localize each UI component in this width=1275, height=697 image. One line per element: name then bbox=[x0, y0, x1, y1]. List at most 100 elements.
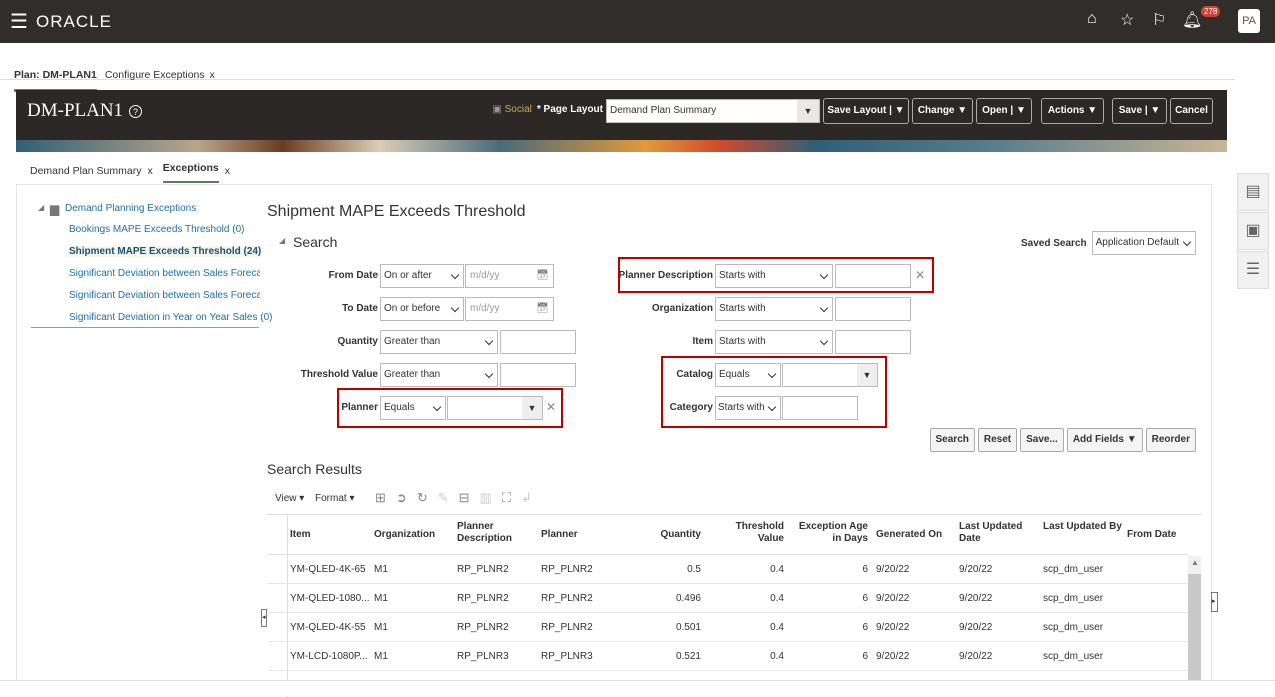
detach-icon[interactable]: ⛶ bbox=[501, 490, 521, 505]
hamburger-menu-icon[interactable]: ☰ bbox=[10, 11, 28, 33]
from-date-input[interactable]: m/d/yy 📅︎ bbox=[465, 264, 554, 288]
item-operator[interactable]: Starts with bbox=[715, 330, 833, 354]
expand-right-pane-icon[interactable]: ▸ bbox=[1211, 592, 1218, 612]
column-header[interactable]: Organization bbox=[374, 529, 436, 540]
home-icon[interactable]: ⌂ bbox=[1087, 10, 1097, 27]
threshold-operator[interactable]: Greater than bbox=[380, 363, 498, 387]
planner-operator[interactable]: Equals bbox=[380, 396, 446, 420]
table-cell: RP_PLNR3 bbox=[541, 651, 593, 662]
reorder-button[interactable]: Reorder bbox=[1145, 428, 1196, 452]
list-panel-icon[interactable]: ☰ bbox=[1237, 251, 1269, 289]
table-row[interactable] bbox=[268, 555, 1188, 584]
page-layout-select[interactable]: Demand Plan Summary ▼ bbox=[606, 99, 820, 123]
change-button[interactable]: Change ▼ bbox=[912, 98, 973, 124]
planner-input[interactable]: ▼ bbox=[447, 396, 543, 420]
search-button[interactable]: Search bbox=[929, 428, 975, 452]
catalog-input[interactable]: ▼ bbox=[782, 363, 878, 387]
tree-item[interactable]: Significant Deviation between Sales Fore… bbox=[69, 290, 260, 301]
subtab-exceptions[interactable]: Exceptions bbox=[162, 158, 219, 183]
planner-description-input[interactable] bbox=[835, 264, 911, 288]
column-header[interactable]: Exception Age in Days bbox=[798, 521, 868, 544]
column-header[interactable]: Item bbox=[290, 529, 311, 540]
star-icon[interactable]: ☆ bbox=[1120, 12, 1135, 29]
scroll-up-icon[interactable]: ▲ bbox=[1191, 558, 1199, 567]
dropdown-arrow-icon[interactable]: ▼ bbox=[522, 397, 542, 419]
category-input[interactable] bbox=[782, 396, 858, 420]
table-row[interactable] bbox=[268, 642, 1188, 671]
quantity-input[interactable] bbox=[500, 330, 576, 354]
add-fields-button[interactable]: Add Fields ▼ bbox=[1066, 428, 1143, 452]
column-header[interactable]: Last Updated Date bbox=[959, 521, 1023, 544]
calendar-icon[interactable]: 📅︎ bbox=[536, 270, 549, 281]
table-row[interactable] bbox=[268, 584, 1188, 613]
collapse-triangle-icon[interactable]: ◢ bbox=[38, 203, 45, 212]
tree-item[interactable]: Bookings MAPE Exceeds Threshold (0) bbox=[69, 224, 245, 235]
save-layout-button[interactable]: Save Layout | ▼ bbox=[823, 98, 909, 124]
quantity-label: Quantity bbox=[337, 336, 378, 347]
calendar-icon[interactable]: 📅︎ bbox=[536, 303, 549, 314]
save-search-button[interactable]: Save... bbox=[1020, 428, 1064, 452]
tab-plan[interactable]: Plan: DM-PLAN1 bbox=[14, 69, 97, 92]
view-menu[interactable]: View ▾ bbox=[275, 493, 305, 504]
planner-description-operator[interactable]: Starts with bbox=[715, 264, 833, 288]
close-subtab-icon[interactable]: x bbox=[147, 164, 153, 177]
save-button[interactable]: Save | ▼ bbox=[1112, 98, 1167, 124]
column-header[interactable]: From Date bbox=[1127, 529, 1177, 540]
to-date-operator[interactable]: On or before bbox=[380, 297, 464, 321]
tree-root[interactable]: Demand Planning Exceptions bbox=[65, 203, 197, 214]
column-header[interactable]: Threshold Value bbox=[735, 521, 784, 544]
tree-item-selected[interactable]: Shipment MAPE Exceeds Threshold (24) bbox=[69, 246, 262, 257]
flag-icon[interactable]: ⚐ bbox=[1152, 12, 1167, 29]
freeze-icon[interactable]: ⊞ bbox=[375, 490, 396, 505]
subtab-demand-plan-summary[interactable]: Demand Plan Summary bbox=[30, 164, 142, 177]
edit-icon[interactable]: ✎ bbox=[437, 490, 459, 505]
table-cell: 0.4 bbox=[770, 651, 784, 662]
clear-icon[interactable]: ✕ bbox=[546, 400, 557, 414]
table-row[interactable] bbox=[268, 613, 1188, 642]
layout-panel-icon[interactable]: ▣ bbox=[1237, 212, 1269, 250]
clear-icon[interactable]: ✕ bbox=[915, 268, 926, 282]
to-date-input[interactable]: m/d/yy 📅︎ bbox=[465, 297, 554, 321]
vertical-scrollbar[interactable]: ▲ bbox=[1188, 556, 1201, 696]
bell-icon[interactable]: 🔔︎ bbox=[1182, 12, 1203, 29]
collapse-left-pane-icon[interactable]: ◂ bbox=[261, 609, 267, 627]
cancel-button[interactable]: Cancel bbox=[1170, 98, 1213, 124]
refresh-icon[interactable]: ↻ bbox=[416, 490, 438, 505]
format-menu[interactable]: Format ▾ bbox=[315, 493, 355, 504]
catalog-operator[interactable]: Equals bbox=[715, 363, 781, 387]
organization-operator[interactable]: Starts with bbox=[715, 297, 833, 321]
quantity-operator[interactable]: Greater than bbox=[380, 330, 498, 354]
reset-button[interactable]: Reset bbox=[977, 428, 1018, 452]
filter-icon[interactable]: ⊟ bbox=[458, 490, 480, 505]
open-button[interactable]: Open | ▼ bbox=[976, 98, 1032, 124]
column-header[interactable]: Generated On bbox=[876, 529, 943, 540]
column-header[interactable]: Quantity bbox=[660, 529, 701, 540]
close-tab-icon[interactable]: x bbox=[209, 69, 215, 81]
column-header[interactable]: Last Updated By bbox=[1043, 521, 1122, 532]
close-subtab-icon[interactable]: x bbox=[224, 164, 230, 177]
organization-input[interactable] bbox=[835, 297, 911, 321]
avatar[interactable]: PA bbox=[1238, 9, 1260, 33]
collapse-search-icon[interactable]: ◢ bbox=[279, 236, 286, 245]
tab-configure-exceptions[interactable]: Configure Exceptions bbox=[104, 69, 205, 81]
tree-item[interactable]: Significant Deviation between Sales Fore… bbox=[69, 268, 260, 279]
columns-icon[interactable]: ▥ bbox=[479, 490, 502, 505]
actions-button[interactable]: Actions ▼ bbox=[1041, 98, 1104, 124]
go-icon[interactable]: ➲ bbox=[395, 490, 417, 505]
column-header[interactable]: Planner Description bbox=[457, 521, 513, 544]
threshold-input[interactable] bbox=[500, 363, 576, 387]
table-cell: scp_dm_user bbox=[1043, 622, 1104, 633]
from-date-operator[interactable]: On or after bbox=[380, 264, 464, 288]
dropdown-arrow-icon[interactable]: ▼ bbox=[857, 364, 877, 386]
help-icon[interactable]: ? bbox=[129, 104, 143, 118]
column-header[interactable]: Planner bbox=[541, 529, 578, 540]
tasks-panel-icon[interactable]: ▤ bbox=[1237, 173, 1269, 211]
footer-strip bbox=[0, 680, 1275, 696]
scrollbar-thumb[interactable] bbox=[1188, 574, 1201, 696]
saved-search-select[interactable]: Application Default bbox=[1091, 231, 1196, 255]
category-operator[interactable]: Starts with bbox=[715, 396, 781, 420]
item-input[interactable] bbox=[835, 330, 911, 354]
social-link[interactable]: ▣ Social bbox=[492, 104, 532, 115]
wrap-icon[interactable]: ↲ bbox=[520, 490, 542, 505]
tree-item[interactable]: Significant Deviation in Year on Year Sa… bbox=[69, 312, 273, 323]
